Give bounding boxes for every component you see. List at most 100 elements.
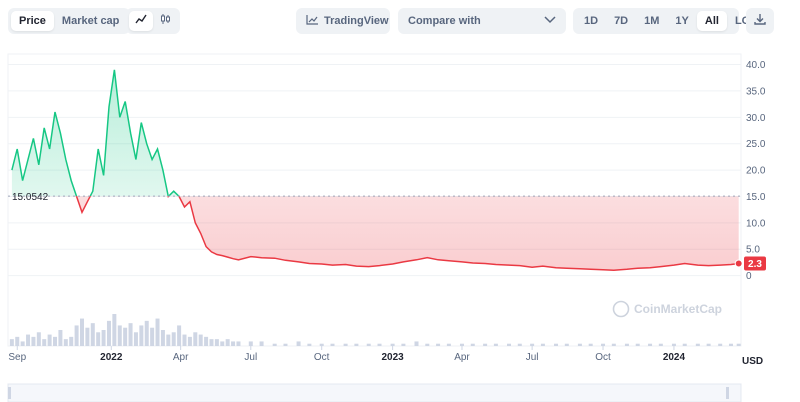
coinmarketcap-logo-icon xyxy=(612,300,630,318)
volume-bar xyxy=(26,334,31,346)
range-1y[interactable]: 1Y xyxy=(675,15,689,27)
currency-label: USD xyxy=(742,356,763,367)
volume-bar xyxy=(658,343,663,346)
x-axis: Sep 2022 Apr Jul Oct 2023 Apr Jul Oct 2024 xyxy=(8,346,686,363)
x-tick-label: Apr xyxy=(173,352,189,363)
volume-bar xyxy=(20,341,25,346)
download-button[interactable] xyxy=(746,8,774,34)
tradingview-icon xyxy=(306,14,319,28)
navigator-handle-right[interactable] xyxy=(726,387,729,399)
range-navigator[interactable] xyxy=(7,383,742,402)
x-tick-label: 2024 xyxy=(663,352,686,363)
volume-bar xyxy=(225,339,230,346)
volume-bar xyxy=(166,334,171,346)
volume-bar xyxy=(214,339,219,346)
tradingview-button[interactable]: TradingView xyxy=(296,8,390,34)
volume-bar xyxy=(483,343,488,346)
volume-bars xyxy=(9,314,741,346)
volume-bar xyxy=(307,343,312,346)
x-tick-label: Oct xyxy=(595,352,611,363)
volume-bar xyxy=(517,343,522,346)
volume-bar xyxy=(150,327,155,346)
volume-bar xyxy=(671,343,676,346)
chart-type-group xyxy=(126,8,180,34)
plot-frame xyxy=(7,53,742,347)
chevron-down-icon xyxy=(544,15,556,27)
volume-bar xyxy=(236,341,241,346)
price-chart[interactable]: 15.0542 0 5.0 10.0 15.0 20.0 25.0 30.0 35.0 40.0… xyxy=(0,44,800,402)
volume-bar xyxy=(85,327,90,346)
line-chart-icon xyxy=(135,12,147,30)
volume-bar xyxy=(220,341,225,346)
volume-bar xyxy=(42,339,47,346)
x-tick-label: 2023 xyxy=(381,352,404,363)
volume-bar xyxy=(9,339,14,346)
volume-bar xyxy=(436,343,441,346)
x-tick-label: Jul xyxy=(526,352,539,363)
volume-bar xyxy=(106,320,111,346)
y-tick-label: 0 xyxy=(746,271,752,282)
y-axis: 0 5.0 10.0 15.0 20.0 25.0 30.0 35.0 40.0 xyxy=(746,60,766,282)
navigator-handle-left[interactable] xyxy=(8,387,11,399)
volume-bar xyxy=(736,343,741,346)
volume-bar xyxy=(330,343,335,346)
volume-bar xyxy=(160,330,165,346)
volume-bar xyxy=(209,339,214,346)
candlestick-icon xyxy=(159,12,171,30)
volume-bar xyxy=(272,343,277,346)
volume-bar xyxy=(390,343,395,346)
volume-bar xyxy=(231,341,236,346)
compare-with-dropdown[interactable]: Compare with xyxy=(398,8,566,34)
volume-bar xyxy=(564,343,569,346)
volume-bar xyxy=(47,334,52,346)
price-area xyxy=(11,69,739,272)
baseline-label: 15.0542 xyxy=(12,192,49,203)
x-tick-label: 2022 xyxy=(100,352,123,363)
watermark: CoinMarketCap xyxy=(612,300,722,318)
current-price-label: 2.3 xyxy=(748,259,762,270)
range-7d[interactable]: 7D xyxy=(614,15,629,27)
volume-bar xyxy=(101,330,106,346)
y-tick-label: 15.0 xyxy=(746,192,766,203)
tab-price[interactable]: Price xyxy=(11,11,54,31)
area-fill-above xyxy=(11,69,179,197)
volume-bar xyxy=(601,343,606,346)
volume-bar xyxy=(470,343,475,346)
volume-bar xyxy=(79,318,84,346)
range-all[interactable]: All xyxy=(696,11,727,31)
volume-bar xyxy=(155,318,160,346)
volume-bar xyxy=(588,343,593,346)
x-tick-label: Oct xyxy=(314,352,330,363)
range-1m[interactable]: 1M xyxy=(644,15,660,27)
volume-bar xyxy=(425,343,430,346)
tab-market-cap[interactable]: Market cap xyxy=(61,15,120,27)
y-tick-label: 35.0 xyxy=(746,86,766,97)
volume-bar xyxy=(728,343,733,346)
current-price-dot xyxy=(734,259,743,268)
volume-bar xyxy=(69,336,74,346)
y-tick-label: 20.0 xyxy=(746,166,766,177)
volume-bar xyxy=(198,334,203,346)
volume-bar xyxy=(493,343,498,346)
current-price-marker: 2.3 xyxy=(734,256,766,271)
volume-bar xyxy=(204,336,209,346)
price-line-below xyxy=(75,196,739,272)
volume-bar xyxy=(58,330,63,346)
y-tick-label: 40.0 xyxy=(746,60,766,71)
volume-bar xyxy=(296,341,301,346)
range-1d[interactable]: 1D xyxy=(584,15,599,27)
volume-bar xyxy=(624,343,629,346)
volume-bar xyxy=(718,343,723,346)
volume-bar xyxy=(343,343,348,346)
volume-bar xyxy=(117,325,122,346)
line-chart-button[interactable] xyxy=(129,11,153,31)
candlestick-button[interactable] xyxy=(153,11,177,31)
volume-bar xyxy=(446,343,451,346)
volume-bar xyxy=(414,341,419,346)
volume-bar xyxy=(319,343,324,346)
volume-bar xyxy=(611,343,616,346)
volume-bar xyxy=(15,336,20,346)
volume-bar xyxy=(259,341,264,346)
volume-bar xyxy=(139,325,144,346)
y-tick-label: 25.0 xyxy=(746,139,766,150)
